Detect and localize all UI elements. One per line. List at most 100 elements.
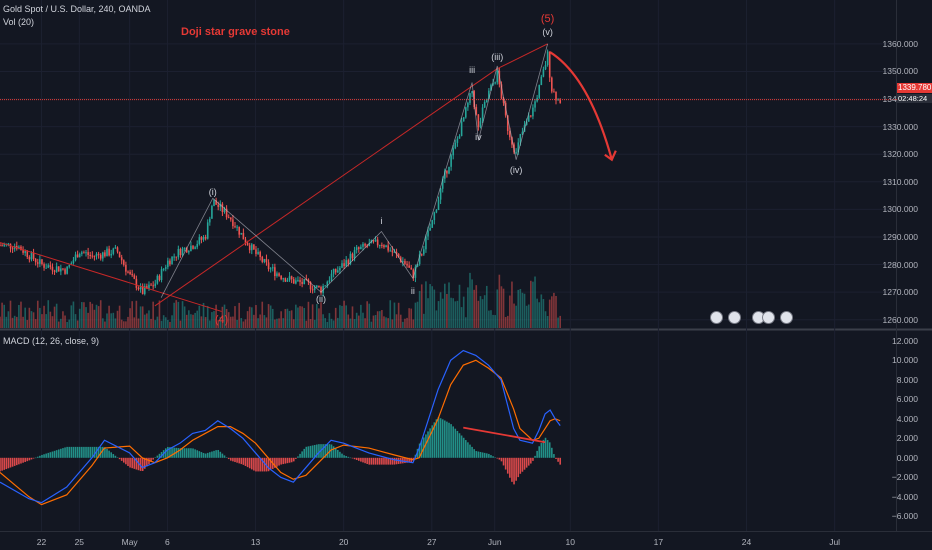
candle: [303, 278, 306, 285]
histogram-bar: [215, 450, 217, 458]
volume-bar: [196, 310, 199, 328]
candle: [131, 269, 133, 277]
time-axis-tick: 27: [427, 537, 437, 547]
candle: [467, 101, 469, 111]
candle: [253, 244, 255, 250]
price-axis-tick: 1270.000: [882, 287, 918, 298]
histogram-bar: [0, 457, 1, 472]
histogram-bar: [525, 457, 528, 468]
candle: [328, 276, 331, 284]
histogram-bar: [475, 451, 478, 458]
event-flag-icon[interactable]: [780, 311, 793, 324]
histogram-bar: [97, 446, 100, 458]
histogram-bar: [410, 457, 413, 463]
candle: [209, 216, 211, 226]
volume-bar: [60, 318, 62, 328]
symbol-title: Gold Spot / U.S. Dollar, 240, OANDA: [3, 4, 151, 14]
histogram-bar: [297, 456, 299, 458]
volume-bar: [295, 304, 297, 328]
volume-bar: [357, 315, 360, 328]
volume-bar: [97, 306, 100, 328]
candle: [135, 275, 138, 291]
candle: [316, 284, 318, 288]
volume-bar: [20, 301, 22, 328]
volume-bar: [0, 316, 1, 328]
candle: [423, 245, 425, 256]
volume-bar: [534, 276, 536, 328]
histogram-bar: [368, 457, 371, 465]
volume-bar: [339, 305, 341, 328]
volume-bar: [418, 290, 421, 328]
histogram-bar: [299, 453, 301, 458]
histogram-bar: [280, 457, 282, 465]
histogram-bar: [456, 430, 459, 458]
candle: [301, 278, 303, 288]
candle: [284, 277, 287, 283]
volume-bar: [515, 305, 517, 328]
volume-bar: [30, 311, 33, 328]
volume-bar: [229, 316, 232, 328]
volume-bar: [429, 284, 431, 328]
volume-bar: [366, 301, 368, 328]
histogram-bar: [391, 457, 394, 465]
volume-bar: [464, 317, 467, 328]
candle: [330, 269, 333, 282]
volume-bar: [280, 311, 282, 328]
volume-bar: [135, 300, 138, 328]
candle: [376, 236, 379, 248]
volume-bar: [425, 281, 427, 328]
event-flag-icon[interactable]: [728, 311, 741, 324]
volume-bar: [206, 305, 209, 328]
event-flag-icon[interactable]: [762, 311, 775, 324]
candle: [267, 259, 270, 272]
histogram-bar: [439, 418, 442, 458]
histogram-bar: [330, 444, 333, 458]
arrow-head-icon: [604, 150, 617, 162]
volume-bar: [368, 303, 371, 328]
candle: [154, 279, 157, 289]
volume-bar: [502, 288, 505, 328]
volume-bar: [57, 321, 60, 328]
histogram-bar: [376, 457, 379, 465]
histogram-bar: [357, 457, 360, 461]
histogram-bar: [209, 452, 211, 458]
histogram-bar: [89, 446, 92, 458]
volume-bar: [152, 301, 154, 328]
histogram-bar: [66, 446, 68, 458]
volume-bar: [3, 304, 5, 328]
histogram-bar: [34, 457, 37, 459]
volume-bar: [227, 312, 230, 328]
candle: [240, 232, 243, 235]
volume-bar: [355, 312, 358, 328]
candle: [494, 81, 496, 85]
histogram-bar: [24, 457, 26, 462]
candle: [448, 166, 450, 175]
volume-bar: [39, 307, 41, 328]
histogram-bar: [509, 457, 511, 478]
histogram-bar: [192, 448, 194, 458]
histogram-bar: [76, 446, 79, 458]
histogram-bar: [213, 450, 215, 458]
histogram-bar: [477, 451, 480, 458]
candle: [221, 202, 224, 217]
histogram-bar: [469, 444, 471, 458]
candle: [255, 246, 257, 257]
volume-bar: [309, 319, 312, 328]
candle: [477, 114, 480, 131]
histogram-bar: [353, 457, 356, 460]
candle: [351, 252, 354, 262]
volume-bar: [349, 318, 352, 328]
candle: [238, 226, 240, 238]
volume-bar: [160, 320, 163, 328]
histogram-bar: [322, 444, 324, 458]
volume-bar: [68, 319, 71, 328]
volume-bar: [454, 301, 457, 328]
histogram-bar: [225, 457, 228, 458]
event-flag-icon[interactable]: [710, 311, 723, 324]
histogram-bar: [551, 447, 553, 458]
histogram-bar: [104, 447, 106, 458]
volume-bar: [141, 306, 144, 328]
time-axis-tick: 6: [165, 537, 170, 547]
candle: [433, 211, 436, 225]
